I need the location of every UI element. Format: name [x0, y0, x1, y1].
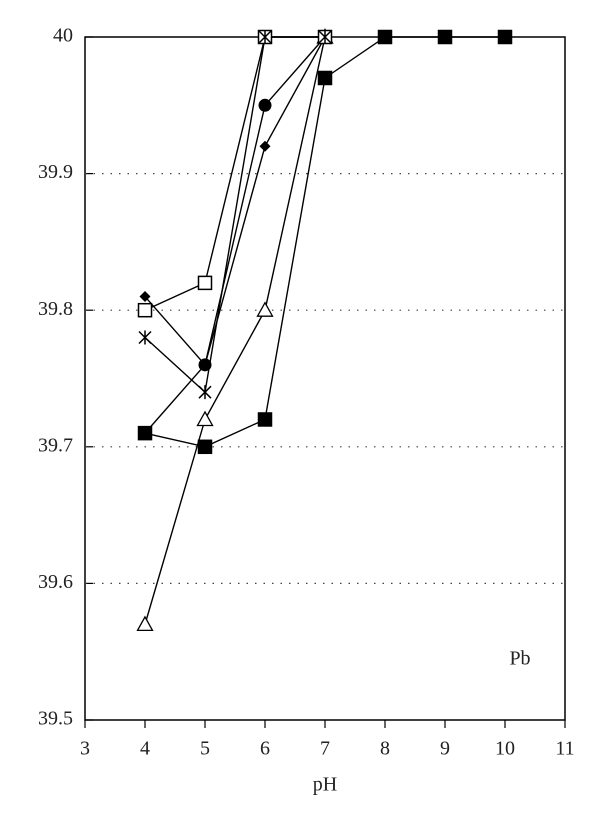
marker — [198, 385, 212, 400]
x-tick-label: 8 — [380, 738, 390, 760]
x-tick-label: 4 — [140, 738, 150, 760]
series-line — [144, 36, 326, 367]
marker — [437, 29, 453, 45]
x-axis-label: pH — [313, 774, 337, 796]
marker — [197, 439, 213, 455]
x-tick-label: 10 — [495, 738, 515, 760]
annotation: Pb — [509, 648, 530, 670]
marker — [317, 70, 333, 86]
marker — [258, 30, 272, 44]
marker — [258, 98, 272, 112]
marker — [199, 359, 211, 371]
marker — [497, 29, 513, 45]
x-tick-label: 9 — [440, 738, 450, 760]
marker — [256, 301, 274, 317]
y-tick-label: 39.5 — [38, 708, 73, 730]
marker — [139, 291, 151, 303]
plot-frame — [84, 36, 566, 721]
marker — [377, 29, 393, 45]
y-tick-label: 39.8 — [38, 298, 73, 320]
marker — [136, 615, 154, 632]
series-line — [144, 36, 325, 394]
series-line — [144, 36, 326, 625]
marker — [197, 275, 213, 291]
marker — [257, 412, 273, 427]
x-tick-label: 3 — [80, 738, 90, 760]
marker — [259, 140, 271, 152]
y-tick-label: 39.9 — [38, 161, 73, 183]
y-tick-label: 40 — [53, 25, 73, 47]
x-tick-label: 6 — [260, 738, 270, 760]
marker — [138, 426, 152, 440]
x-tick-label: 7 — [320, 738, 330, 760]
series-line — [144, 36, 505, 448]
series-line — [144, 36, 326, 434]
x-tick-label: 5 — [200, 738, 210, 760]
marker — [318, 30, 332, 44]
y-tick-label: 39.7 — [38, 434, 73, 456]
marker — [138, 330, 152, 345]
marker — [137, 302, 153, 318]
y-tick-label: 39.6 — [38, 571, 73, 593]
marker — [196, 410, 214, 427]
x-tick-label: 11 — [555, 738, 574, 760]
